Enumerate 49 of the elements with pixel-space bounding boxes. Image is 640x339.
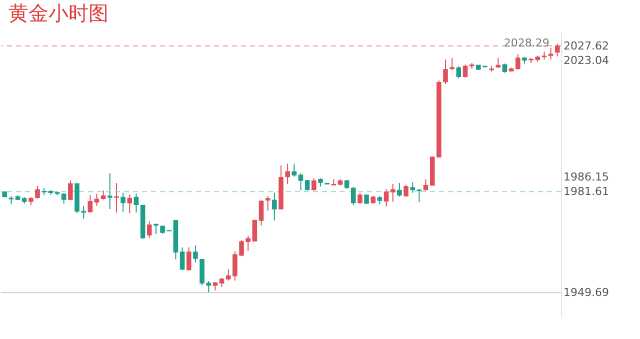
candlestick [252, 218, 258, 242]
candlestick [154, 223, 158, 235]
candlestick [358, 192, 362, 204]
candlestick [100, 190, 106, 200]
candlestick [61, 192, 66, 204]
candlestick [120, 192, 126, 212]
y-tick-label: 2027.62 [564, 39, 609, 52]
candlestick [516, 54, 520, 70]
candlestick [450, 57, 454, 70]
candlestick [134, 193, 139, 213]
candlestick [265, 196, 270, 212]
y-tick-label: 2023.04 [564, 54, 609, 67]
candlestick [404, 184, 408, 198]
candlestick [272, 192, 277, 221]
candlestick [35, 185, 40, 200]
candlestick [108, 172, 112, 210]
candlestick [298, 172, 304, 191]
candlestick [186, 246, 192, 271]
y-tick-label: 1981.61 [564, 185, 609, 198]
candlestick [397, 182, 402, 198]
y-tick-label: 1986.15 [564, 170, 609, 184]
annotation: 2028.29 [504, 36, 550, 50]
candlestick [68, 180, 73, 201]
y-tick-label: 1949.69 [564, 286, 609, 300]
candlestick [423, 178, 428, 192]
candlestick [548, 47, 554, 60]
candlestick [384, 188, 389, 207]
candlestick [350, 186, 356, 206]
candlestick [502, 63, 508, 74]
candlestick [312, 178, 316, 192]
candlestick [292, 163, 297, 178]
chart-title: 黄金小时图 [8, 1, 108, 25]
candlestick [443, 59, 448, 84]
candlestick [88, 194, 93, 213]
candlestick [344, 179, 350, 190]
candlestick [146, 220, 152, 238]
candlestick [462, 64, 468, 78]
candlestick [554, 43, 560, 57]
candlestick [94, 193, 100, 206]
candlestick [496, 57, 501, 68]
candlestick [285, 163, 290, 184]
candlestick [258, 200, 264, 226]
candlestick [180, 246, 185, 271]
candlestick [410, 182, 416, 194]
candlestick [390, 184, 396, 202]
candlestick [456, 66, 462, 79]
candlestick [416, 188, 422, 203]
candlestick [193, 244, 198, 264]
candlestick [127, 194, 132, 214]
